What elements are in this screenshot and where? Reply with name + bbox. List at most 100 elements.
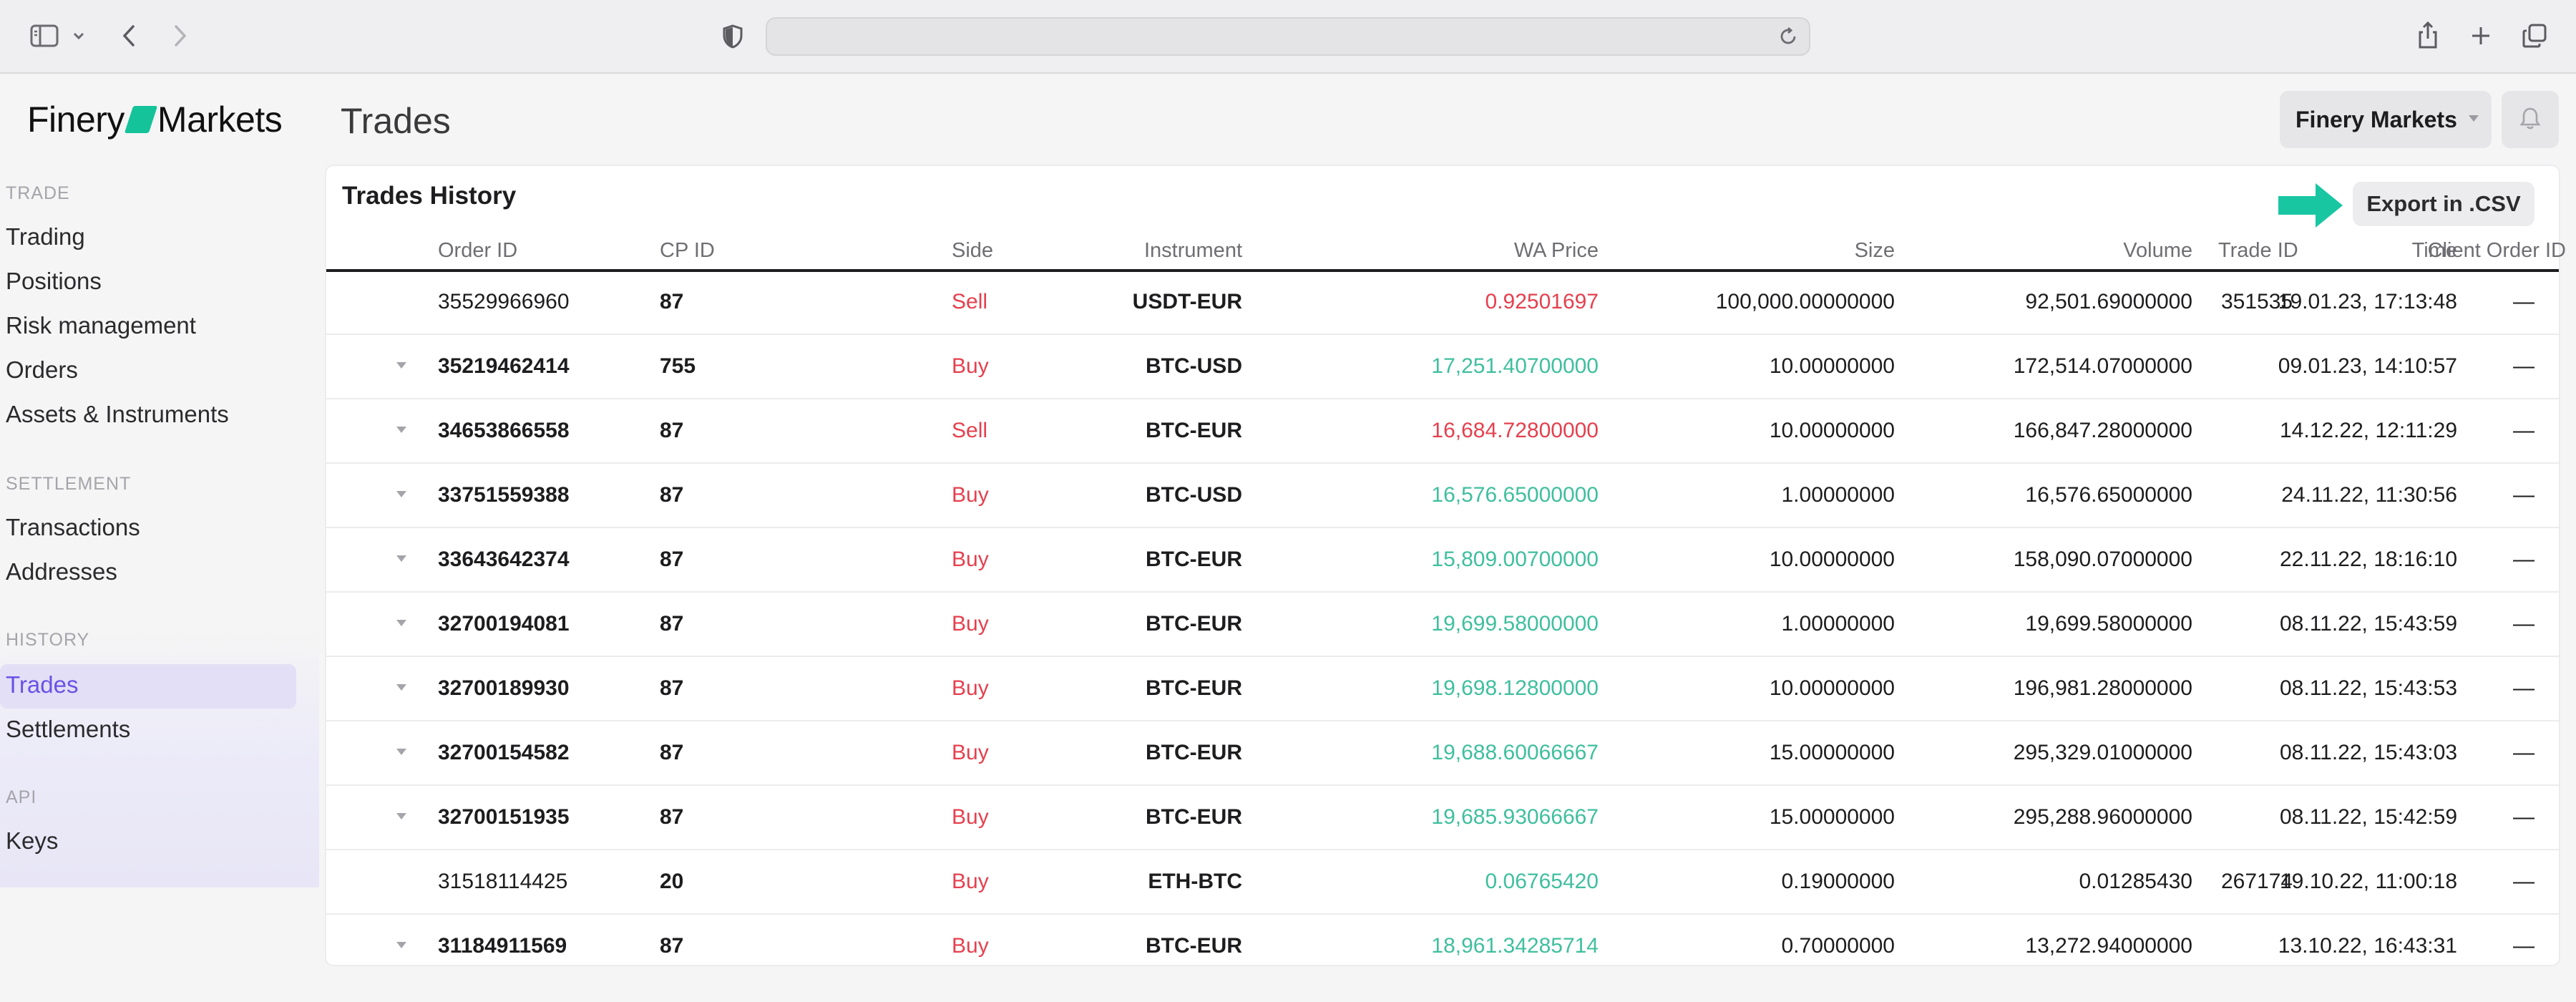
table-row[interactable]: 34653866558 87 BTC-EUR Sell 16,684.72800000 1…: [326, 399, 2559, 464]
bell-icon: [2519, 106, 2541, 134]
reload-icon[interactable]: [1777, 26, 1799, 47]
notifications-button[interactable]: [2502, 91, 2559, 148]
cell-size: 10.00000000: [1769, 354, 1895, 378]
cell-volume: 295,288.96000000: [2013, 805, 2192, 829]
sidebar-item-transactions[interactable]: Transactions: [6, 514, 140, 540]
back-icon[interactable]: [117, 21, 140, 50]
arrow-right-icon: [2277, 182, 2346, 233]
cell-cp-id: 87: [660, 741, 684, 764]
sidebar-item-trades[interactable]: Trades: [6, 671, 79, 698]
table-row[interactable]: 31184911569 87 BTC-EUR Buy 18,961.34285714 0.…: [326, 915, 2559, 978]
expand-chevron-icon[interactable]: [396, 813, 406, 819]
cell-side: Buy: [952, 741, 989, 764]
cell-time: 24.11.22, 11:30:56: [2281, 483, 2457, 507]
sidebar-item-trading[interactable]: Trading: [6, 223, 85, 250]
shield-icon[interactable]: [720, 23, 746, 50]
cell-side: Buy: [952, 483, 989, 507]
column-header-volume[interactable]: Volume: [2123, 239, 2192, 262]
sidebar-item-assets-instruments[interactable]: Assets & Instruments: [6, 401, 229, 427]
column-header-instrument[interactable]: Instrument: [1144, 239, 1242, 262]
cell-cp-id: 20: [660, 870, 684, 893]
cell-client-order-id: —: [2513, 805, 2534, 829]
cell-volume: 92,501.69000000: [2025, 290, 2192, 313]
table-row[interactable]: 32700151935 87 BTC-EUR Buy 19,685.93066667 15…: [326, 786, 2559, 850]
share-icon[interactable]: [2414, 19, 2441, 52]
cell-size: 15.00000000: [1769, 741, 1895, 764]
cell-instrument: USDT-EUR: [1132, 290, 1242, 313]
cell-cp-id: 87: [660, 419, 684, 442]
cell-instrument: BTC-USD: [1146, 483, 1242, 507]
cell-instrument: BTC-EUR: [1146, 612, 1242, 636]
table-row[interactable]: 31518114425 20 ETH-BTC Buy 0.06765420 0.19000…: [326, 850, 2559, 915]
cell-time: 22.11.22, 18:16:10: [2280, 548, 2457, 571]
column-header-size[interactable]: Size: [1854, 239, 1895, 262]
column-header-wa-price[interactable]: WA Price: [1513, 239, 1599, 262]
column-header-time[interactable]: Time: [2411, 239, 2457, 262]
sidebar-item-addresses[interactable]: Addresses: [6, 558, 117, 585]
new-tab-icon[interactable]: [2467, 21, 2494, 50]
cell-size: 10.00000000: [1769, 676, 1895, 700]
cell-time: 14.12.22, 12:11:29: [2280, 419, 2457, 442]
export-csv-button[interactable]: Export in .CSV: [2353, 182, 2534, 226]
sidebar-item-risk-management[interactable]: Risk management: [6, 312, 196, 339]
table-row[interactable]: 32700189930 87 BTC-EUR Buy 19,698.12800000 10…: [326, 657, 2559, 721]
expand-chevron-icon[interactable]: [396, 491, 406, 497]
sidebar-item-orders[interactable]: Orders: [6, 356, 78, 383]
table-row[interactable]: 33751559388 87 BTC-USD Buy 16,576.65000000 1.…: [326, 464, 2559, 528]
cell-volume: 166,847.28000000: [2013, 419, 2192, 442]
sidebar-item-keys[interactable]: Keys: [6, 827, 59, 854]
column-header-trade-id[interactable]: Trade ID: [2218, 239, 2298, 262]
cell-side: Buy: [952, 354, 989, 378]
page-title: Trades: [341, 101, 451, 141]
tabs-overview-icon[interactable]: [2520, 21, 2549, 50]
cell-order-id: 35219462414: [438, 354, 570, 378]
table-row[interactable]: 33643642374 87 BTC-EUR Buy 15,809.00700000 10…: [326, 528, 2559, 593]
column-header-client-order-id[interactable]: Client Order ID: [2427, 239, 2566, 262]
cell-order-id: 31518114425: [438, 870, 568, 893]
chevron-down-icon[interactable]: [70, 29, 87, 43]
expand-chevron-icon[interactable]: [396, 749, 406, 755]
expand-chevron-icon[interactable]: [396, 362, 406, 369]
sidebar-item-settlements[interactable]: Settlements: [6, 716, 131, 742]
column-header-side[interactable]: Side: [952, 239, 994, 262]
cell-time: 19.10.22, 11:00:18: [2280, 870, 2457, 893]
sidebar-toggle-icon[interactable]: [29, 21, 60, 50]
organization-select[interactable]: Finery Markets: [2280, 91, 2492, 148]
cell-side: Buy: [952, 676, 989, 700]
table-row[interactable]: 35529966960 87 USDT-EUR Sell 0.92501697 100,0…: [326, 271, 2559, 335]
cell-volume: 19,699.58000000: [2025, 612, 2192, 636]
cell-volume: 196,981.28000000: [2013, 676, 2192, 700]
address-bar[interactable]: [766, 17, 1810, 56]
table-header: Order ID CP ID Instrument Side WA Price …: [326, 236, 2566, 272]
app-logo[interactable]: Finery Markets: [27, 97, 283, 142]
table-row[interactable]: 32700154582 87 BTC-EUR Buy 19,688.60066667 15…: [326, 721, 2559, 786]
cell-wa-price: 0.06765420: [1485, 870, 1599, 893]
table-row[interactable]: 35219462414 755 BTC-USD Buy 17,251.40700000 1…: [326, 335, 2559, 399]
caret-down-icon: [2469, 115, 2479, 122]
forward-icon[interactable]: [169, 21, 192, 50]
cell-wa-price: 0.92501697: [1485, 290, 1599, 313]
cell-time: 08.11.22, 15:42:59: [2280, 805, 2457, 829]
expand-chevron-icon[interactable]: [396, 942, 406, 948]
cell-side: Sell: [952, 419, 988, 442]
sidebar-item-positions[interactable]: Positions: [6, 268, 102, 294]
column-header-cp-id[interactable]: CP ID: [660, 239, 715, 262]
cell-time: 08.11.22, 15:43:59: [2280, 612, 2457, 636]
cell-client-order-id: —: [2513, 676, 2534, 700]
cell-order-id: 32700194081: [438, 612, 570, 636]
expand-chevron-icon[interactable]: [396, 620, 406, 626]
cell-volume: 158,090.07000000: [2013, 548, 2192, 571]
expand-chevron-icon[interactable]: [396, 555, 406, 562]
cell-order-id: 32700154582: [438, 741, 570, 764]
cell-instrument: BTC-EUR: [1146, 741, 1242, 764]
cell-client-order-id: —: [2513, 741, 2534, 764]
expand-chevron-icon[interactable]: [396, 684, 406, 691]
cell-side: Buy: [952, 612, 989, 636]
expand-chevron-icon[interactable]: [396, 427, 406, 433]
cell-volume: 16,576.65000000: [2025, 483, 2192, 507]
logo-text-right: Markets: [157, 99, 283, 140]
column-header-order-id[interactable]: Order ID: [438, 239, 518, 262]
cell-volume: 172,514.07000000: [2013, 354, 2192, 378]
table-row[interactable]: 32700194081 87 BTC-EUR Buy 19,699.58000000 1.…: [326, 593, 2559, 657]
cell-client-order-id: —: [2513, 934, 2534, 958]
